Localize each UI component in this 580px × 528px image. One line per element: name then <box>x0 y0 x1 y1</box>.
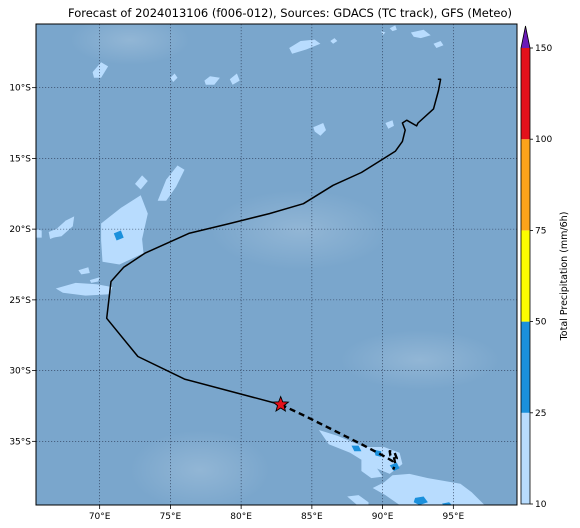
precip-area <box>351 445 362 452</box>
precip-area <box>372 473 485 505</box>
lon-tick-label: 90°E <box>372 512 394 522</box>
colorbar-tick-label: 150 <box>535 44 552 54</box>
map-frame <box>35 23 518 506</box>
precip-area <box>204 76 220 85</box>
lat-tick-label: 15°S <box>9 154 31 164</box>
colorbar-segment <box>521 321 530 413</box>
colorbar-segment <box>521 412 530 504</box>
precip-area <box>330 38 338 44</box>
cyclone-track <box>105 78 442 471</box>
precip-area <box>113 230 124 241</box>
colorbar-segment <box>521 48 530 140</box>
cloud-texture-layer <box>70 24 500 505</box>
lon-tick-label: 75°E <box>160 512 182 522</box>
precip-area <box>347 495 369 505</box>
lat-tick-label: 25°S <box>9 296 31 306</box>
lon-tick-label: 80°E <box>230 512 252 522</box>
precip-area <box>381 31 386 36</box>
precip-area <box>389 462 400 471</box>
precip-area <box>53 216 75 238</box>
precip-area <box>78 267 90 275</box>
lon-tick-label: 70°E <box>89 512 111 522</box>
precip-area <box>313 123 326 136</box>
past-track-line <box>105 78 442 406</box>
precip-area <box>318 430 403 474</box>
precip-area <box>135 175 148 190</box>
colorbar-segment <box>521 230 530 322</box>
precip-area <box>101 195 148 265</box>
lon-tick-label: 85°E <box>301 512 323 522</box>
graticule <box>36 24 517 505</box>
colorbar-tick-label: 100 <box>535 135 552 145</box>
colorbar-extend-arrow <box>521 26 530 48</box>
precip-area <box>36 229 42 238</box>
current-position-star-icon <box>271 395 290 413</box>
colorbar-tick-label: 10 <box>535 500 547 510</box>
colorbar-outline <box>520 25 531 505</box>
axis-ticks: 70°E 75°E 80°E 85°E 90°E 95°E 10°S 15°S 20°S 25°S… <box>9 84 464 522</box>
colorbar-title: Total Precipitation (mm/6h) <box>559 212 570 342</box>
precip-area <box>442 502 452 505</box>
precip-area <box>89 277 100 283</box>
precip-area <box>385 120 394 129</box>
precip-area <box>229 73 240 85</box>
precip-area <box>374 449 382 457</box>
lat-tick-label: 30°S <box>9 367 31 377</box>
precip-area <box>102 240 111 249</box>
precip-area <box>157 165 185 201</box>
precip-area <box>289 39 321 54</box>
colorbar-tick-label: 25 <box>535 409 546 419</box>
forecast-track-line <box>280 403 398 471</box>
colorbar-tick-label: 75 <box>535 226 546 236</box>
precip-area <box>55 282 113 296</box>
precipitation-layer <box>36 25 485 505</box>
precip-area <box>410 29 431 39</box>
colorbar-tick-label: 50 <box>535 318 547 328</box>
lat-tick-label: 20°S <box>9 225 31 235</box>
colorbar: 10 25 50 75 100 150 Total Precipitation (mm/6h… <box>520 25 570 510</box>
lon-tick-label: 95°E <box>443 512 465 522</box>
precip-area <box>48 229 58 239</box>
lat-tick-label: 10°S <box>9 84 31 94</box>
precip-area <box>413 496 428 505</box>
precip-area <box>389 25 397 32</box>
map-title: Forecast of 2024013106 (f006-012), Sourc… <box>68 6 512 20</box>
lat-tick-label: 35°S <box>9 437 31 447</box>
colorbar-segment <box>521 139 530 231</box>
precip-area <box>92 62 109 78</box>
precip-area <box>170 73 178 82</box>
precip-area <box>433 41 444 48</box>
precip-area <box>361 459 383 479</box>
